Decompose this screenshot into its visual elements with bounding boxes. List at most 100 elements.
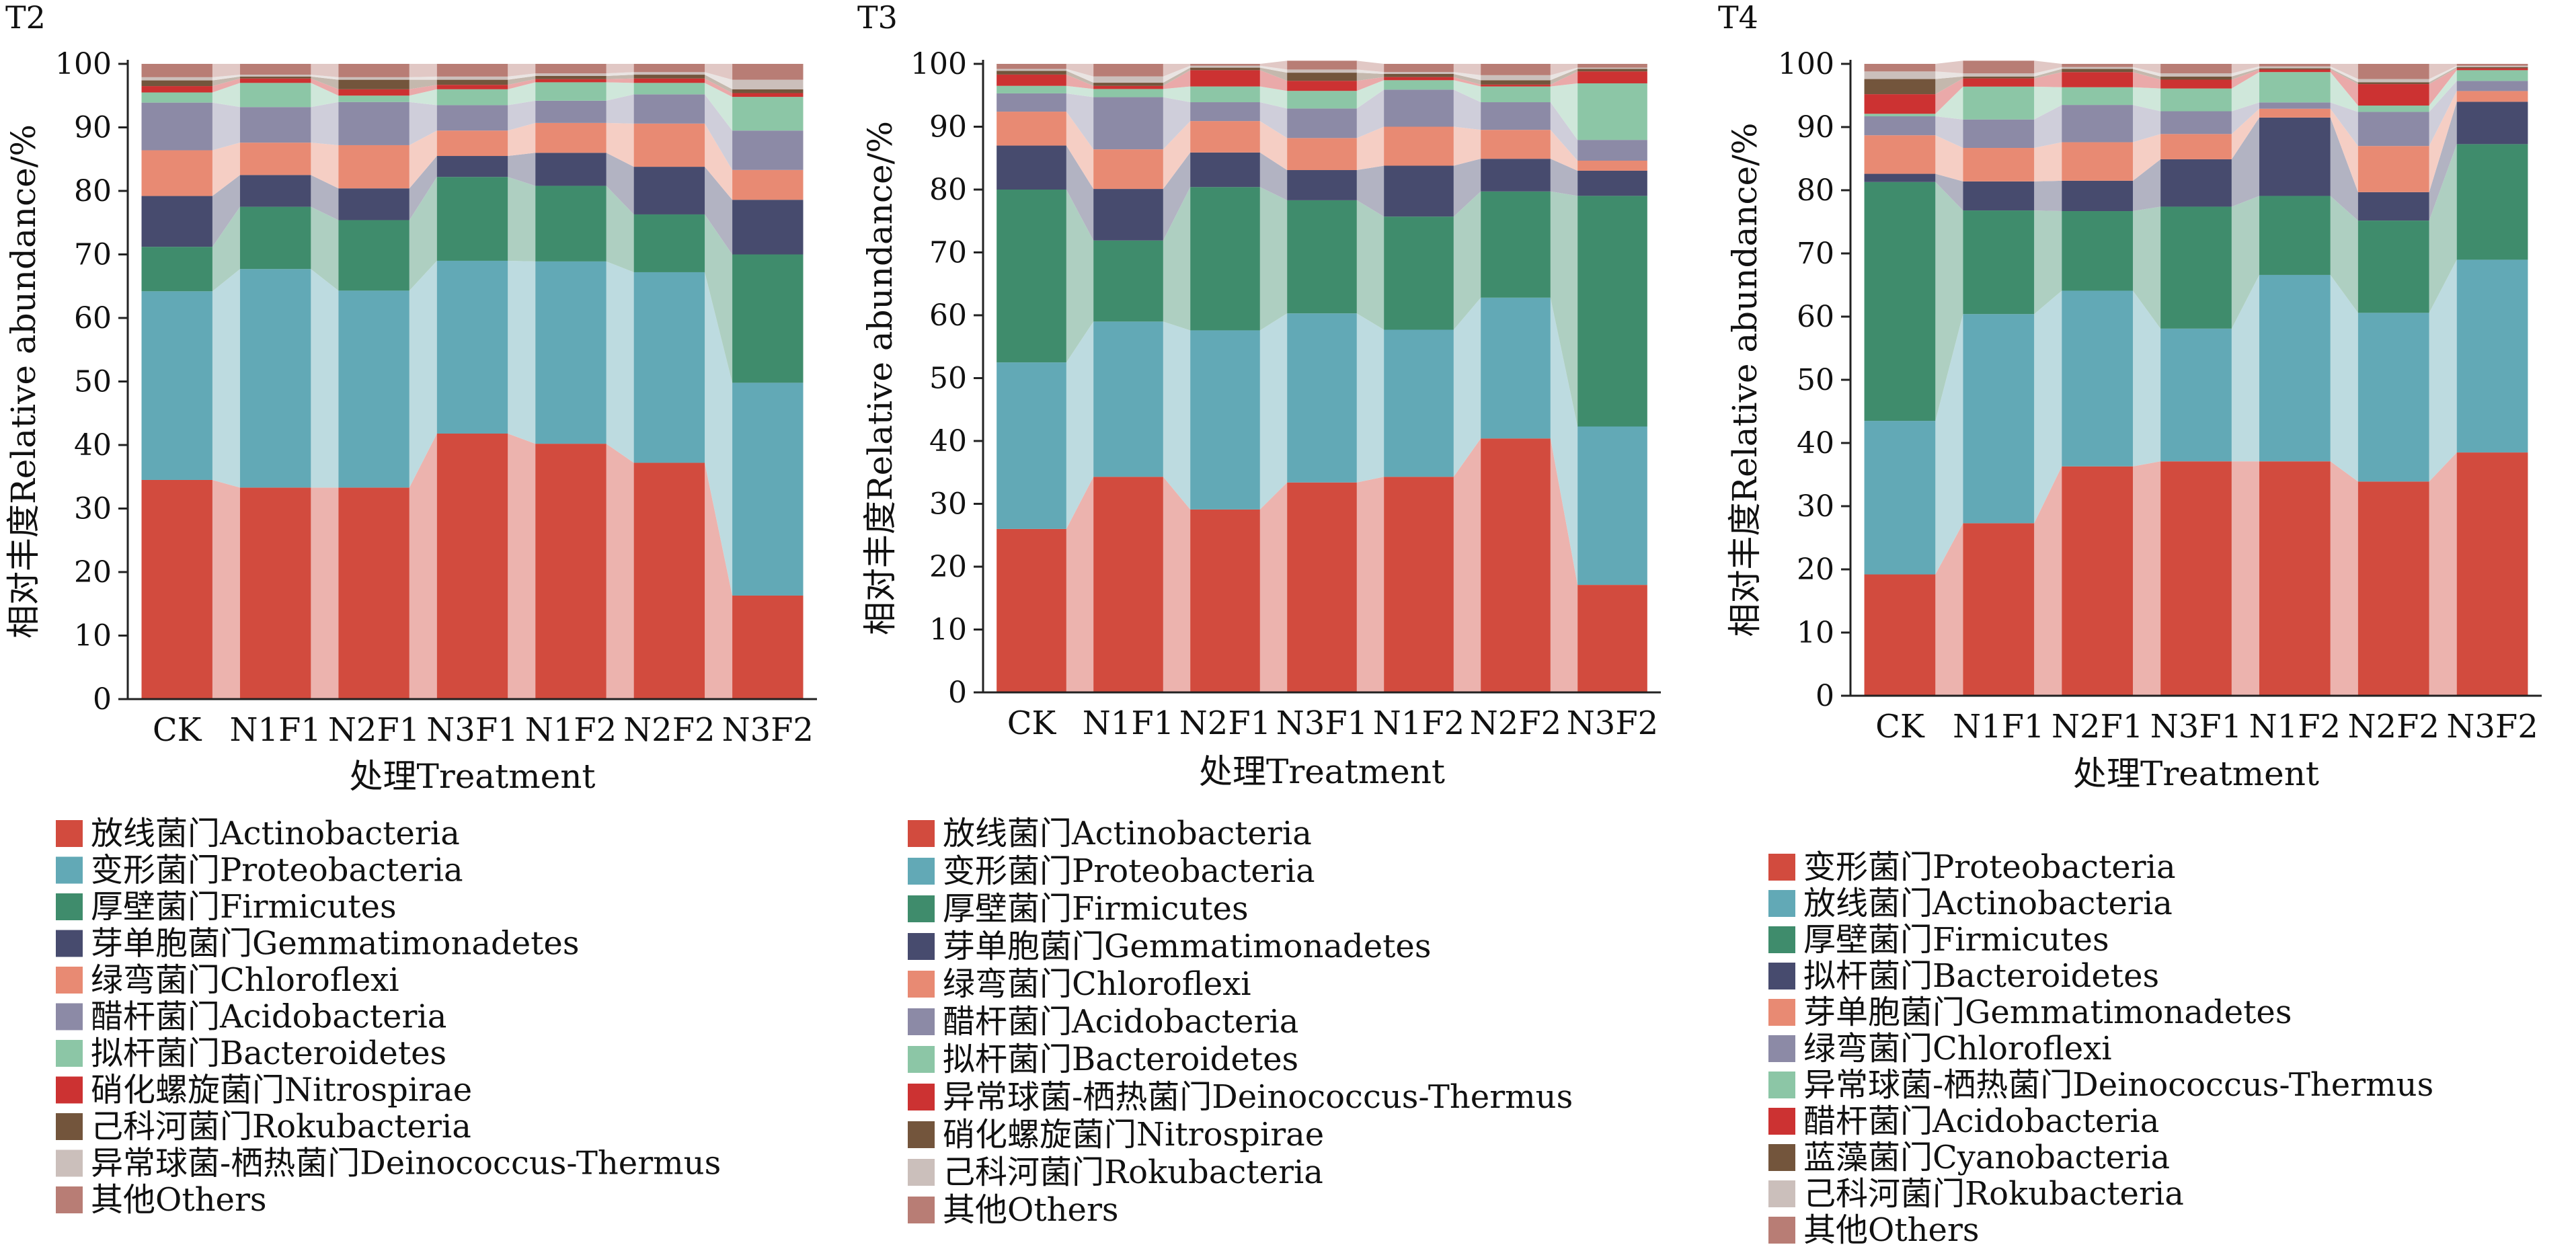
bar-segment-n3f2-5: [2456, 91, 2528, 102]
legend-swatch: [56, 1113, 83, 1140]
bar-segment-n1f1-2: [239, 269, 311, 488]
x-tick-label: N1F2: [1373, 704, 1465, 742]
bar-segment-ck-4: [997, 145, 1066, 190]
ribbon-2-2: [311, 269, 339, 488]
ribbon-9-4: [1356, 73, 1384, 81]
ribbon-4-3: [2133, 159, 2161, 212]
ribbon-6-4: [2231, 102, 2259, 134]
bar-segment-n3f1-1: [436, 433, 508, 699]
ribbon-2-4: [1356, 313, 1384, 483]
y-tick-label: 20: [74, 555, 112, 590]
ribbon-4-2: [1163, 152, 1191, 241]
bar-segment-n3f1-10: [2160, 73, 2232, 77]
bar-segment-n2f1-3: [1190, 187, 1260, 331]
ribbon-2-2: [1163, 321, 1191, 510]
legend-swatch: [1768, 963, 1795, 989]
legend-swatch: [56, 1149, 83, 1177]
ribbon-6-1: [1935, 116, 1963, 149]
bar-segment-ck-1: [141, 479, 212, 699]
legend-swatch: [908, 858, 935, 885]
bar-segment-n2f2-5: [1481, 130, 1551, 159]
ribbon-6-5: [1453, 89, 1481, 130]
ribbon-4-4: [1356, 165, 1384, 217]
ribbon-6-2: [2034, 105, 2062, 149]
bar-segment-n1f1-1: [1093, 477, 1163, 692]
ribbon-1-3: [2133, 461, 2161, 696]
legend-swatch: [908, 1046, 935, 1073]
ribbon-9-4: [2231, 68, 2259, 80]
bar-segment-n3f1-10: [1287, 69, 1357, 73]
bar-segment-n3f1-6: [1287, 108, 1357, 138]
ribbon-6-3: [2133, 105, 2161, 143]
legend-label: 芽单胞菌门Gemmatimonadetes: [1803, 994, 2292, 1031]
bar-segment-n1f1-7: [239, 83, 311, 108]
bar-segment-n3f1-9: [1287, 73, 1357, 81]
ribbon-11-1: [1066, 64, 1094, 77]
ribbon-3-6: [705, 214, 733, 383]
bar-segment-n3f1-9: [436, 79, 508, 85]
ribbon-4-6: [705, 167, 733, 255]
legend: 放线菌门Actinobacteria变形菌门Proteobacteria厚壁菌门…: [56, 815, 721, 1219]
ribbon-7-4: [2231, 72, 2259, 112]
y-tick-label: 90: [929, 110, 967, 145]
ribbon-5-1: [1935, 135, 1963, 181]
ribbon-2-5: [606, 261, 634, 463]
ribbon-1-1: [212, 479, 240, 699]
bar-segment-n3f1-2: [1287, 313, 1357, 483]
bar-segment-n2f2-9: [633, 75, 705, 79]
bar-segment-n1f1-5: [1963, 148, 2035, 181]
bar-segment-n2f2-11: [2357, 64, 2429, 79]
ribbon-8-6: [1550, 71, 1578, 87]
bar-segment-n2f1-5: [2062, 142, 2134, 181]
legend-label: 放线菌门Actinobacteria: [943, 815, 1312, 852]
ribbon-10-3: [409, 76, 437, 80]
ribbon-11-5: [2330, 64, 2358, 79]
bar-segment-n1f2-1: [535, 444, 607, 699]
ribbon-8-4: [2231, 69, 2259, 89]
ribbon-8-2: [1163, 70, 1191, 89]
bar-segment-n2f1-7: [338, 95, 409, 102]
bar-segment-n1f2-9: [535, 75, 607, 79]
bar-segment-n2f2-1: [633, 462, 705, 699]
x-tick-label: N2F2: [623, 711, 715, 749]
bar-segment-n2f1-2: [2062, 290, 2134, 467]
bar-segment-n2f1-10: [1190, 65, 1260, 68]
ribbon-11-1: [212, 64, 240, 77]
bar-segment-n3f1-7: [436, 89, 508, 106]
bar-segment-ck-2: [141, 291, 212, 480]
bar-segment-n2f2-3: [1481, 191, 1551, 298]
bar-segment-n1f1-2: [1963, 314, 2035, 524]
ribbon-6-3: [1259, 102, 1288, 138]
bar-segment-n3f2-8: [2456, 68, 2528, 71]
ribbon-6-1: [212, 102, 240, 151]
bar-segment-n2f1-10: [2062, 67, 2134, 69]
bar-segment-n1f1-11: [1093, 64, 1163, 77]
ribbon-2-6: [1550, 297, 1578, 585]
bar-segment-n2f1-11: [2062, 64, 2134, 67]
ribbon-1-3: [409, 433, 437, 699]
bar-segment-n3f1-11: [2160, 64, 2232, 74]
y-tick-label: 30: [74, 492, 112, 526]
ribbon-6-4: [508, 100, 536, 131]
bar-segment-ck-11: [141, 64, 212, 77]
bar-segment-n1f2-8: [2259, 69, 2331, 73]
ribbon-8-2: [311, 78, 339, 96]
x-tick-label: N1F1: [229, 711, 321, 749]
legend-label: 放线菌门Actinobacteria: [1803, 885, 2173, 922]
legend-swatch: [908, 1084, 935, 1110]
x-tick-label: N3F1: [1276, 704, 1368, 742]
ribbon-7-6: [705, 83, 733, 131]
ribbon-11-5: [1453, 64, 1481, 75]
bar-segment-n1f2-10: [2259, 66, 2331, 69]
ribbon-11-4: [508, 64, 536, 77]
ribbon-10-2: [1163, 65, 1191, 83]
y-tick-label: 30: [1797, 489, 1834, 524]
ribbon-5-3: [409, 130, 437, 189]
bar-segment-ck-7: [997, 85, 1066, 93]
legend-swatch: [1768, 890, 1795, 917]
ribbon-9-4: [508, 75, 536, 85]
legend-label: 醋杆菌门Acidobacteria: [91, 998, 446, 1036]
ribbon-3-1: [1935, 181, 1963, 421]
ribbon-10-3: [2133, 67, 2161, 77]
legend-label: 拟杆菌门Bacteroidetes: [943, 1041, 1298, 1078]
